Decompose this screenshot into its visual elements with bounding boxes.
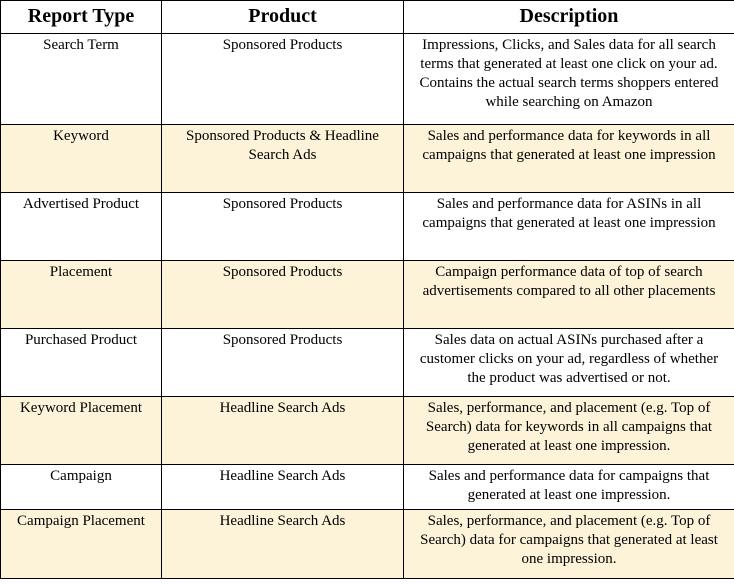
table-row: Purchased Product Sponsored Products Sal… [0, 328, 734, 397]
cell-report-type: Campaign Placement [0, 509, 162, 579]
cell-product: Sponsored Products [161, 260, 404, 329]
cell-product: Headline Search Ads [161, 509, 404, 579]
table-row: Campaign Placement Headline Search Ads S… [0, 509, 734, 579]
cell-description: Sales and performance data for keywords … [403, 124, 734, 193]
header-product: Product [161, 0, 404, 34]
cell-description: Impressions, Clicks, and Sales data for … [403, 33, 734, 125]
cell-description: Sales and performance data for ASINs in … [403, 192, 734, 261]
table-row: Campaign Headline Search Ads Sales and p… [0, 464, 734, 510]
cell-product: Sponsored Products [161, 328, 404, 397]
cell-report-type: Advertised Product [0, 192, 162, 261]
table-row: Keyword Sponsored Products & Headline Se… [0, 124, 734, 193]
header-report-type: Report Type [0, 0, 162, 34]
cell-product: Headline Search Ads [161, 396, 404, 465]
cell-product: Sponsored Products & Headline Search Ads [161, 124, 404, 193]
cell-report-type: Campaign [0, 464, 162, 510]
cell-report-type: Keyword Placement [0, 396, 162, 465]
table-row: Advertised Product Sponsored Products Sa… [0, 192, 734, 261]
header-row: Report Type Product Description [0, 0, 734, 34]
table-row: Keyword Placement Headline Search Ads Sa… [0, 396, 734, 465]
cell-product: Sponsored Products [161, 192, 404, 261]
cell-description: Sales, performance, and placement (e.g. … [403, 509, 734, 579]
cell-report-type: Purchased Product [0, 328, 162, 397]
cell-description: Sales data on actual ASINs purchased aft… [403, 328, 734, 397]
table-row: Search Term Sponsored Products Impressio… [0, 33, 734, 125]
cell-report-type: Keyword [0, 124, 162, 193]
header-description: Description [403, 0, 734, 34]
table-row: Placement Sponsored Products Campaign pe… [0, 260, 734, 329]
cell-product: Sponsored Products [161, 33, 404, 125]
cell-report-type: Placement [0, 260, 162, 329]
cell-description: Sales, performance, and placement (e.g. … [403, 396, 734, 465]
cell-product: Headline Search Ads [161, 464, 404, 510]
cell-description: Sales and performance data for campaigns… [403, 464, 734, 510]
cell-description: Campaign performance data of top of sear… [403, 260, 734, 329]
cell-report-type: Search Term [0, 33, 162, 125]
